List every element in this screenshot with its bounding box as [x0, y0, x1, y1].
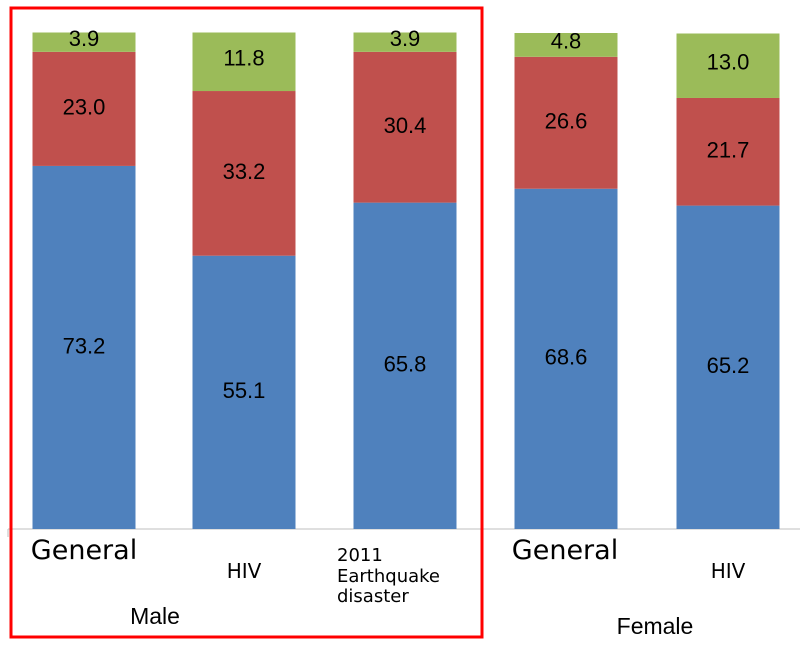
category-label-box: HIV — [226, 560, 262, 583]
bar-segment — [676, 205, 780, 529]
highlight-box — [9, 6, 484, 639]
value-label: 68.6 — [545, 345, 588, 370]
bar-segment — [676, 97, 780, 206]
bar-segment — [192, 255, 296, 530]
bar-segment — [353, 202, 457, 529]
value-label: 21.7 — [707, 138, 750, 163]
bar-segment — [676, 33, 780, 98]
bar-segment — [32, 32, 136, 52]
bar-segment — [514, 56, 618, 189]
x-tick-label: HIV — [226, 560, 262, 583]
x-tick-label: HIV — [710, 560, 746, 583]
bar-segment — [353, 51, 457, 203]
x-tick-label: 2011 Earthquake disaster — [337, 546, 440, 608]
bar-segment — [32, 165, 136, 530]
group-label: Male — [130, 603, 180, 629]
value-label: 73.2 — [63, 333, 106, 358]
category-label-box: General — [511, 535, 619, 566]
value-label: 3.9 — [390, 26, 421, 51]
value-label: 33.2 — [223, 159, 266, 184]
value-label: 13.0 — [707, 50, 750, 75]
bar-segment — [192, 91, 296, 256]
value-label: 30.4 — [384, 113, 427, 138]
bar-segment — [514, 188, 618, 529]
category-label-box: HIV — [710, 560, 746, 583]
value-label: 55.1 — [223, 378, 266, 403]
category-label-box: General — [30, 535, 138, 566]
value-label: 65.8 — [384, 352, 427, 377]
value-label: 4.8 — [551, 29, 582, 54]
bar-segment — [32, 51, 136, 166]
x-tick-label: General — [511, 535, 619, 566]
bar-segment — [192, 32, 296, 92]
value-label: 65.2 — [707, 353, 750, 378]
value-label: 26.6 — [545, 109, 588, 134]
value-label: 23.0 — [63, 95, 106, 120]
bar-segment — [353, 32, 457, 52]
category-label-box: 2011 Earthquake disaster — [337, 546, 440, 608]
group-label: Female — [617, 613, 694, 639]
value-label: 11.8 — [223, 46, 264, 71]
bar-segment — [514, 33, 618, 57]
x-tick-label: General — [30, 535, 138, 566]
value-label: 3.9 — [69, 26, 100, 51]
